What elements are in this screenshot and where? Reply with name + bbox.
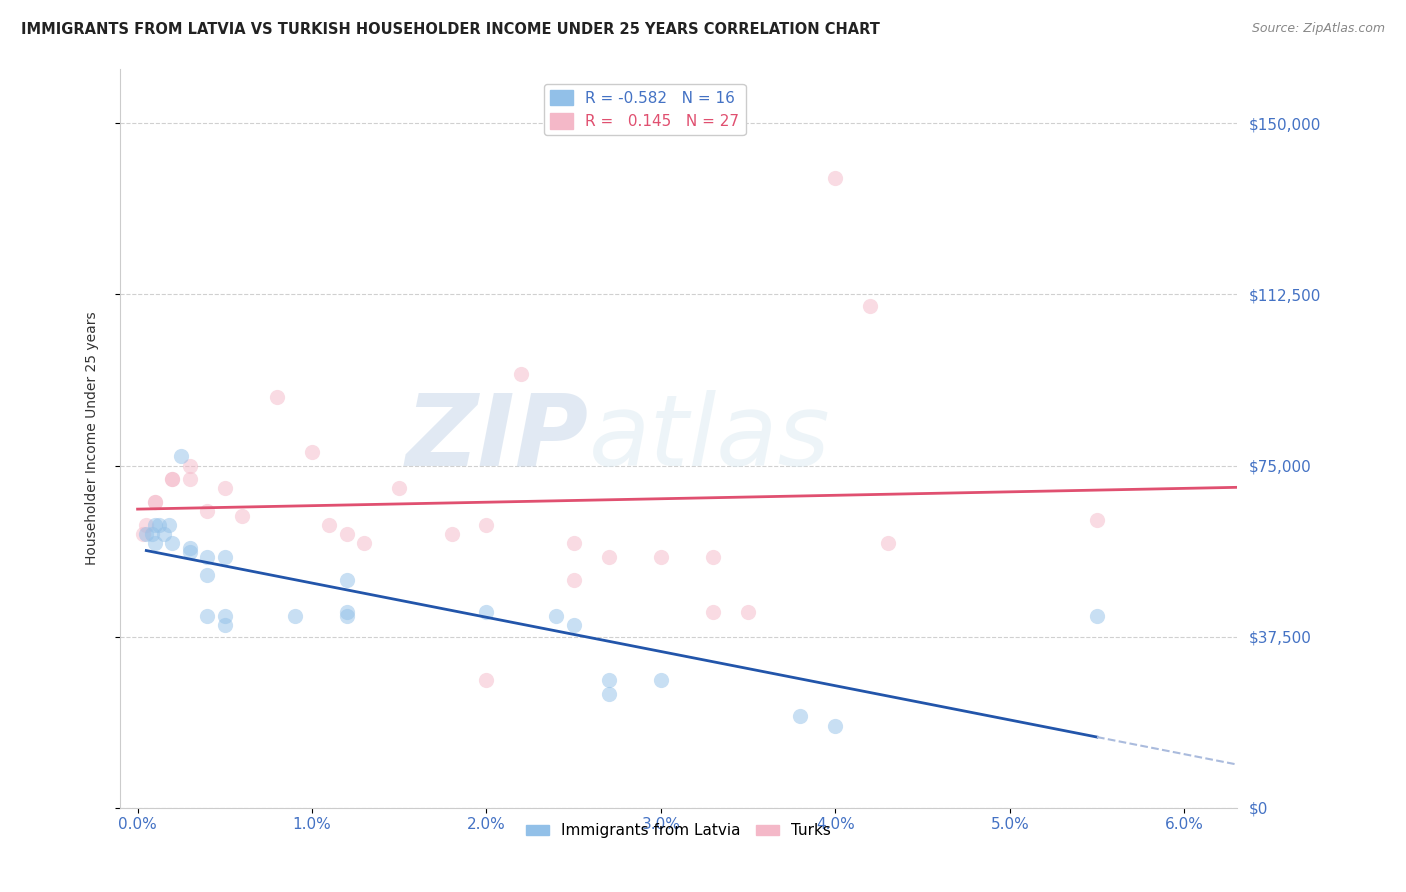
Point xyxy=(195,549,218,564)
Point xyxy=(475,517,498,532)
Point xyxy=(143,495,166,509)
Point xyxy=(143,495,166,509)
Point xyxy=(702,549,724,564)
Point xyxy=(336,609,359,624)
Point xyxy=(336,605,359,619)
Text: Source: ZipAtlas.com: Source: ZipAtlas.com xyxy=(1251,22,1385,36)
Point xyxy=(789,709,811,723)
Point xyxy=(152,527,174,541)
Point xyxy=(336,573,359,587)
Point xyxy=(546,609,568,624)
Point xyxy=(170,450,193,464)
Point xyxy=(143,517,166,532)
Point xyxy=(195,568,218,582)
Point xyxy=(162,536,184,550)
Point xyxy=(824,718,846,732)
Point xyxy=(141,527,163,541)
Y-axis label: Householder Income Under 25 years: Householder Income Under 25 years xyxy=(86,311,100,565)
Point xyxy=(388,481,411,495)
Point xyxy=(598,687,620,701)
Point xyxy=(859,299,882,313)
Point xyxy=(737,605,759,619)
Point xyxy=(598,549,620,564)
Point xyxy=(876,536,898,550)
Point xyxy=(195,609,218,624)
Point xyxy=(214,481,236,495)
Point xyxy=(440,527,463,541)
Point xyxy=(148,517,170,532)
Point xyxy=(214,618,236,632)
Point xyxy=(284,609,307,624)
Point xyxy=(318,517,340,532)
Point xyxy=(562,573,585,587)
Legend: Immigrants from Latvia, Turks: Immigrants from Latvia, Turks xyxy=(520,817,837,845)
Point xyxy=(195,504,218,518)
Point xyxy=(214,549,236,564)
Point xyxy=(650,549,672,564)
Text: IMMIGRANTS FROM LATVIA VS TURKISH HOUSEHOLDER INCOME UNDER 25 YEARS CORRELATION : IMMIGRANTS FROM LATVIA VS TURKISH HOUSEH… xyxy=(21,22,880,37)
Point xyxy=(162,472,184,486)
Point xyxy=(336,527,359,541)
Point xyxy=(475,673,498,687)
Point xyxy=(266,390,288,404)
Point xyxy=(562,536,585,550)
Point xyxy=(132,527,155,541)
Point xyxy=(824,171,846,186)
Point xyxy=(157,517,180,532)
Point xyxy=(143,536,166,550)
Point xyxy=(179,472,201,486)
Point xyxy=(650,673,672,687)
Point xyxy=(301,445,323,459)
Point xyxy=(475,605,498,619)
Point xyxy=(1085,513,1108,527)
Point xyxy=(179,458,201,473)
Point xyxy=(702,605,724,619)
Point xyxy=(214,609,236,624)
Point xyxy=(598,673,620,687)
Text: atlas: atlas xyxy=(589,390,831,487)
Point xyxy=(162,472,184,486)
Point xyxy=(562,618,585,632)
Point xyxy=(510,368,533,382)
Point xyxy=(135,527,157,541)
Point xyxy=(353,536,375,550)
Point xyxy=(179,541,201,555)
Point xyxy=(231,508,253,523)
Point xyxy=(179,545,201,559)
Point xyxy=(135,517,157,532)
Point xyxy=(1085,609,1108,624)
Text: ZIP: ZIP xyxy=(406,390,589,487)
